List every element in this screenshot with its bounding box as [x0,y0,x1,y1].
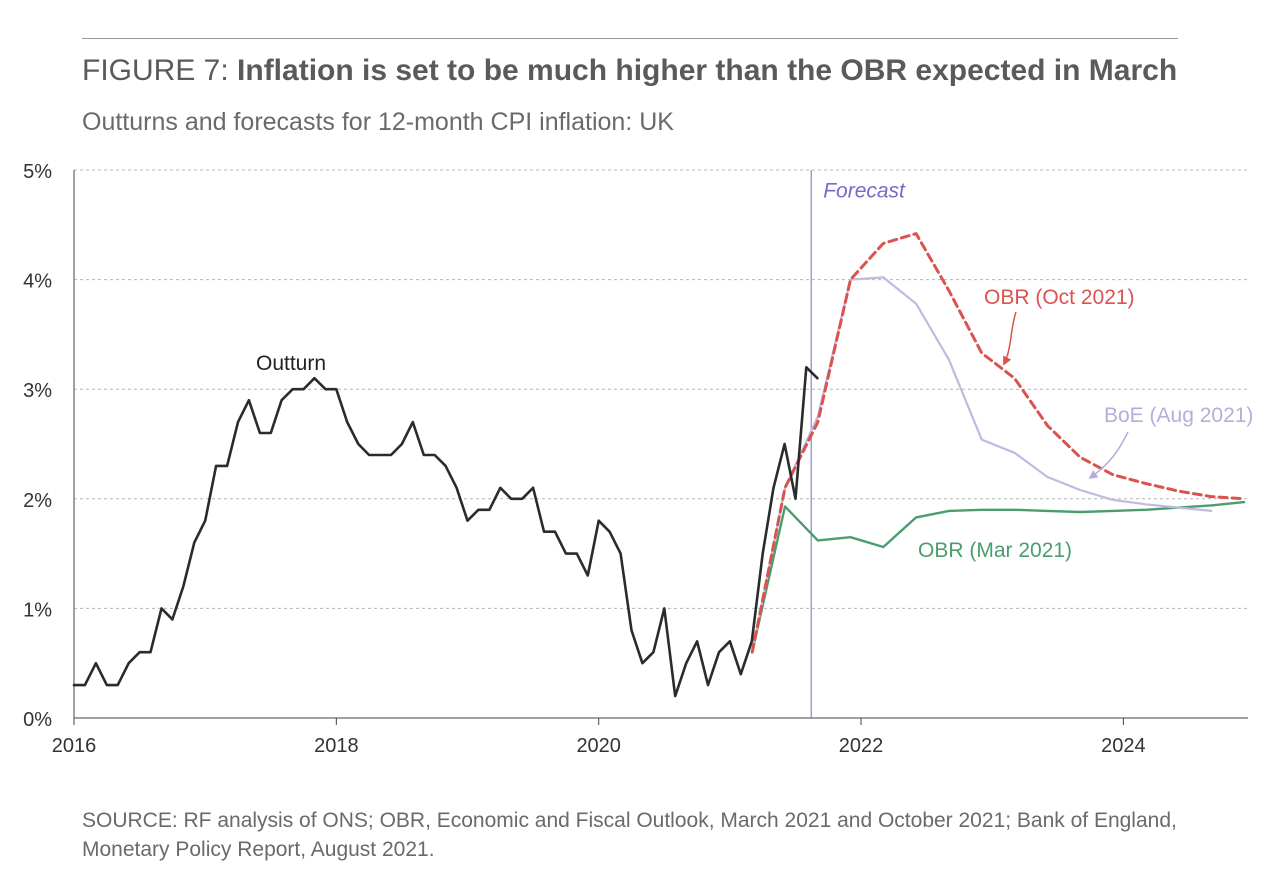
gridlines [74,169,1248,609]
series-line-obr-mar-2021 [751,500,1246,654]
x-tick-label: 2016 [52,735,97,757]
y-tick-label: 2% [23,490,52,512]
series-line-outturn [72,365,819,698]
forecast-divider: Forecast [810,170,906,718]
series-line-boe-aug-2021 [751,276,1213,654]
x-tick-label: 2024 [1101,735,1146,757]
figure-headline: Inflation is set to be much higher than … [237,54,1178,87]
y-tick-label: 0% [23,709,52,731]
annotation-boe-aug-2021: BoE (Aug 2021) [1104,404,1253,427]
obr-oct-pointer [1003,311,1017,366]
series-annotations: Outturn OBR (Oct 2021) BoE (Aug 2021) OBR (… [256,286,1253,562]
top-rule [82,38,1178,39]
y-tick-label: 3% [23,380,52,402]
series-line-obr-oct-2021 [750,232,1246,654]
axes: 0% 1% 2% 3% 4% 5% 2016 2018 2020 2022 2024 [23,161,1248,757]
y-tick-label: 4% [23,271,52,293]
figure-title: FIGURE 7: Inflation is set to be much hi… [82,54,1177,88]
boe-pointer [1088,431,1129,480]
annotation-obr-mar-2021: OBR (Mar 2021) [918,539,1072,562]
annotation-obr-oct-2021: OBR (Oct 2021) [984,286,1135,309]
figure-subtitle: Outturns and forecasts for 12-month CPI … [82,108,674,136]
y-tick-label: 1% [23,599,52,621]
figure-number: FIGURE 7: [82,54,238,87]
x-tick-label: 2018 [314,735,359,757]
annotation-outturn: Outturn [256,352,326,375]
series-lines [72,232,1246,698]
x-tick-label: 2020 [576,735,621,757]
forecast-label: Forecast [823,179,906,202]
y-tick-label: 5% [23,161,52,183]
x-tick-label: 2022 [839,735,884,757]
source-note: SOURCE: RF analysis of ONS; OBR, Economi… [82,809,1177,861]
